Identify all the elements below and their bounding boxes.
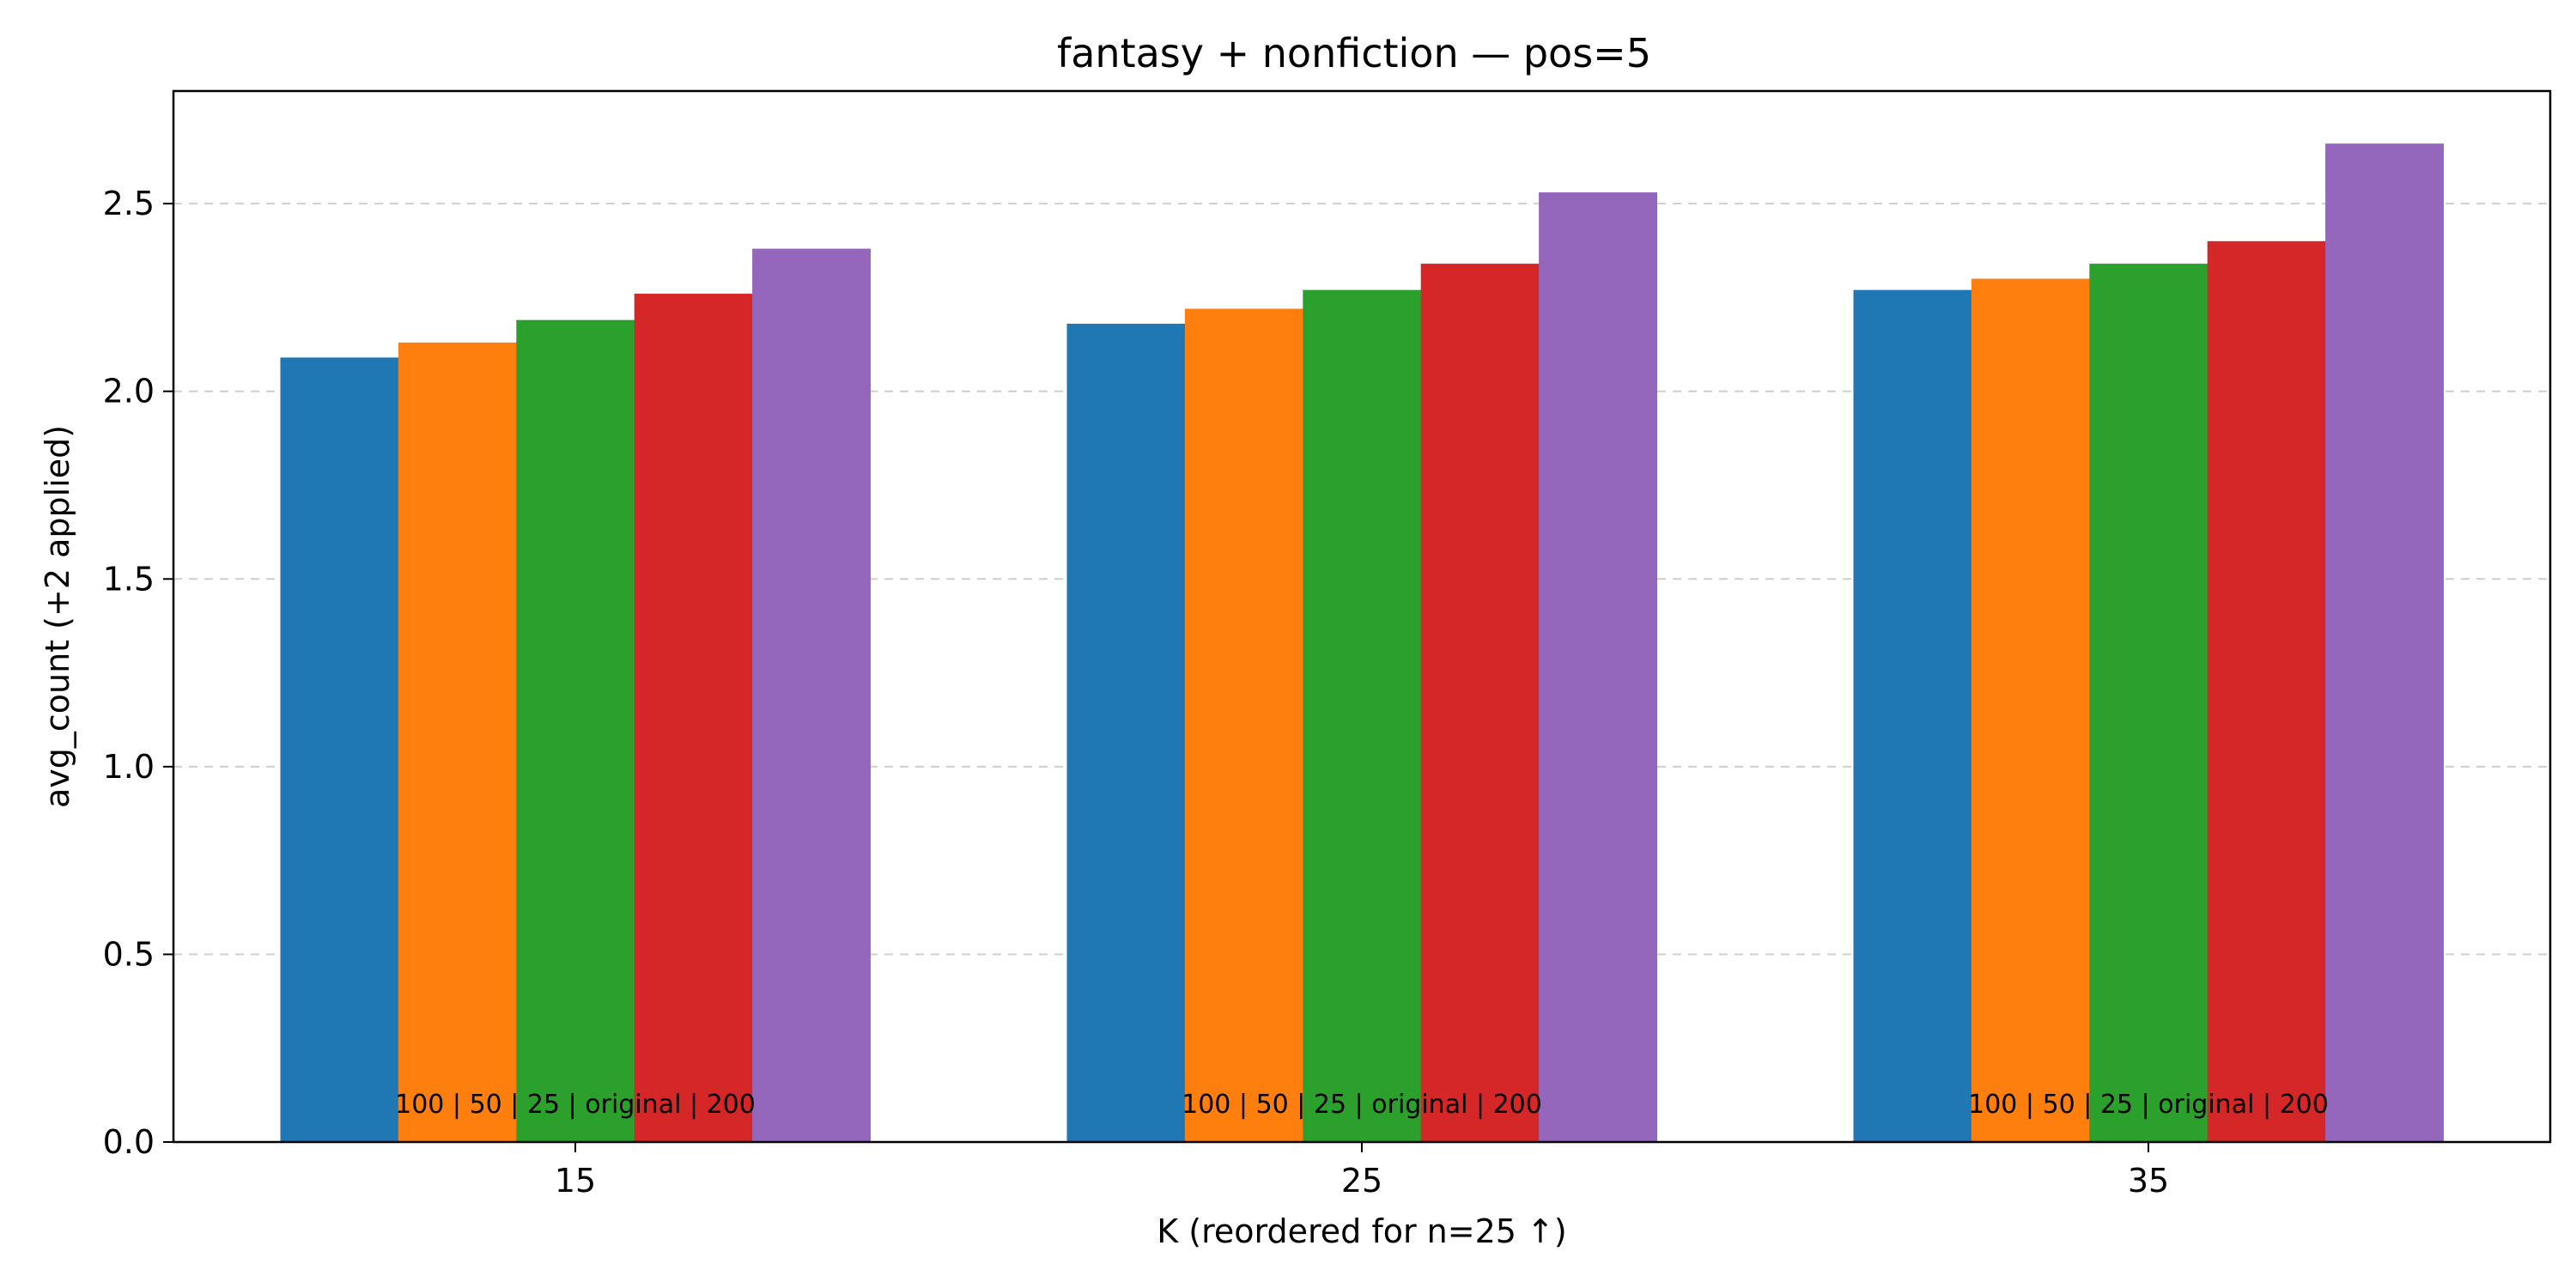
bar-group-annotation: 100 | 50 | 25 | original | 200: [395, 1090, 756, 1120]
x-tick-label: 25: [1341, 1162, 1382, 1200]
x-axis: 15 25 35: [555, 1142, 2169, 1200]
bar: [398, 342, 517, 1142]
y-axis: 0.0 0.5 1.0 1.5 2.0 2.5: [103, 185, 173, 1161]
bar: [1853, 289, 1972, 1143]
y-axis-label: avg_count (+2 applied): [39, 425, 76, 808]
y-tick-label: 2.5: [103, 185, 155, 222]
bar: [1066, 324, 1186, 1142]
bars: [280, 143, 2444, 1143]
bar: [1971, 278, 2090, 1143]
y-tick-label: 0.0: [103, 1123, 155, 1161]
x-tick-label: 15: [555, 1162, 596, 1200]
chart-title: fantasy + nonfiction — pos=5: [1057, 30, 1651, 76]
bar: [752, 248, 871, 1143]
y-tick-label: 2.0: [103, 373, 155, 410]
x-tick-label: 35: [2128, 1162, 2169, 1200]
bar: [516, 319, 635, 1143]
y-tick-label: 0.5: [103, 935, 155, 973]
bar: [1539, 192, 1657, 1142]
y-tick-label: 1.0: [103, 748, 155, 786]
bar-group-annotation: 100 | 50 | 25 | original | 200: [1182, 1090, 1542, 1120]
bar: [2325, 143, 2444, 1143]
bar: [1184, 308, 1303, 1142]
bar: [280, 357, 399, 1142]
bar-annotations: 100 | 50 | 25 | original | 200 100 | 50 |…: [395, 1090, 2329, 1120]
bar: [1303, 289, 1422, 1143]
y-tick-label: 1.5: [103, 560, 155, 598]
bar: [2207, 240, 2326, 1142]
bar: [634, 294, 753, 1142]
bar: [1420, 264, 1540, 1143]
x-axis-label: K (reordered for n=25 ↑): [1157, 1212, 1566, 1250]
bar: [2089, 264, 2208, 1143]
bar-group-annotation: 100 | 50 | 25 | original | 200: [1968, 1090, 2329, 1120]
